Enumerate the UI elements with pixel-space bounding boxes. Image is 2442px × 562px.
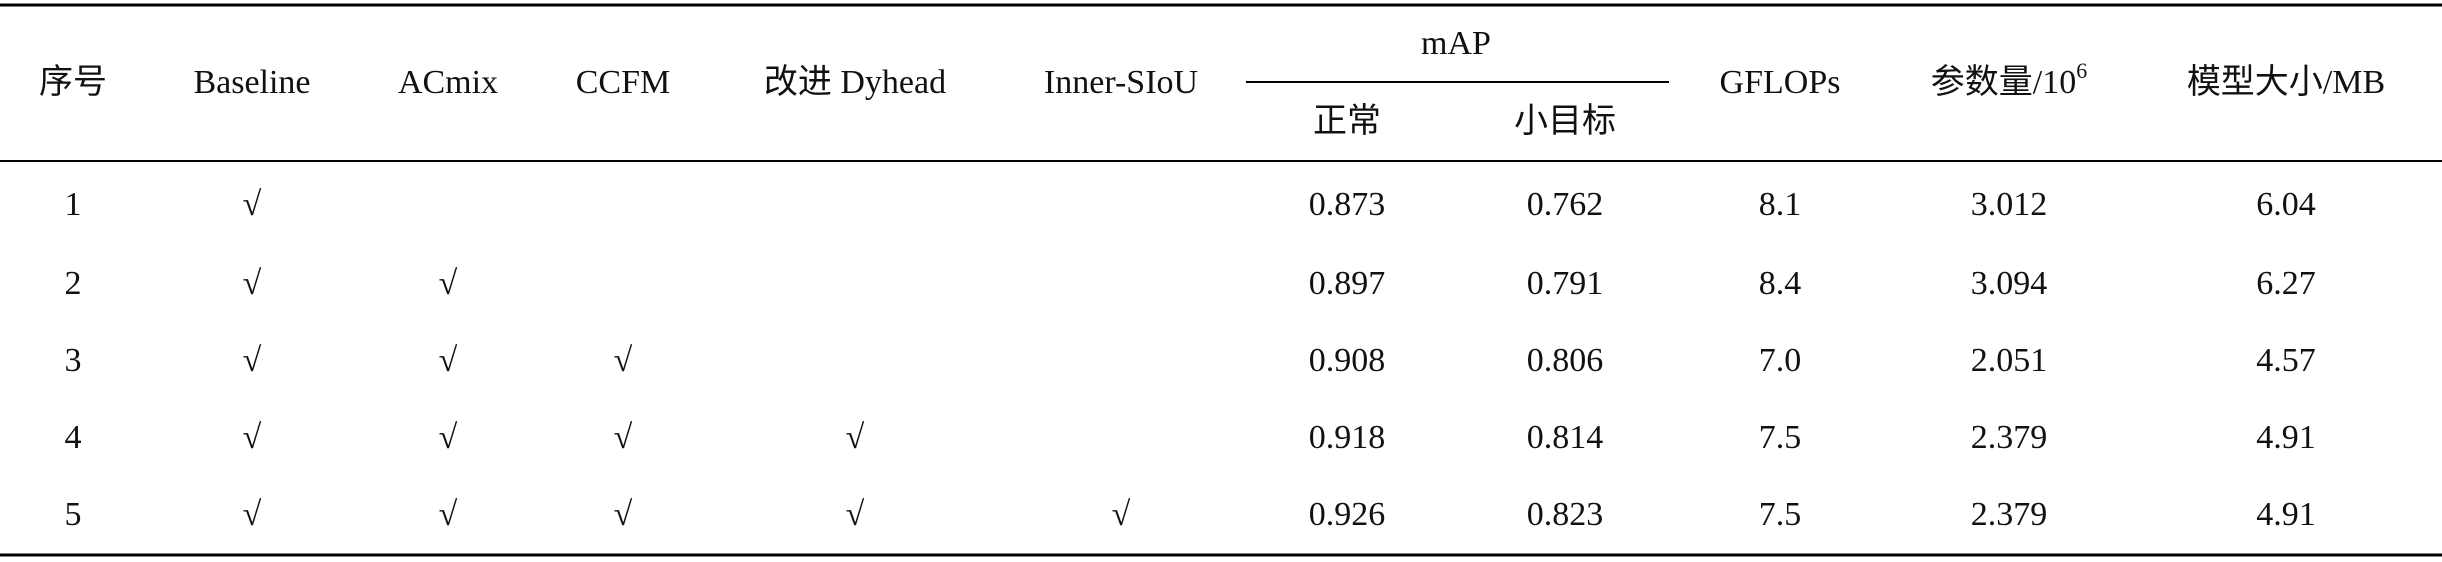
header-cell: ACmix: [398, 64, 498, 101]
cell: 4.57: [2256, 342, 2316, 379]
cell: 0.791: [1527, 265, 1604, 302]
header-cell: Baseline: [193, 64, 310, 101]
cell: 3.012: [1971, 186, 2048, 223]
cell: 7.0: [1759, 342, 1802, 379]
header-cell: 改进 Dyhead: [764, 63, 946, 101]
cell: 2: [65, 265, 82, 302]
cell: 7.5: [1759, 496, 1802, 533]
cell: 0.806: [1527, 342, 1604, 379]
cell: 5: [65, 496, 82, 533]
cell: 3: [65, 342, 82, 379]
cell: 8.4: [1759, 265, 1802, 302]
cell: 8.1: [1759, 186, 1802, 223]
cell: √: [439, 419, 458, 456]
cell: √: [243, 186, 262, 223]
header-cell: 序号: [39, 63, 107, 101]
cell: 0.814: [1527, 419, 1604, 456]
header-cell: 小目标: [1514, 102, 1616, 140]
cell: √: [439, 342, 458, 379]
cell: √: [1112, 496, 1131, 533]
header-cell: 模型大小/MB: [2187, 63, 2385, 101]
cell: √: [846, 496, 865, 533]
header-cell: 正常: [1313, 103, 1381, 140]
cell: 7.5: [1759, 419, 1802, 456]
cell: 4.91: [2256, 419, 2316, 456]
cell: √: [439, 265, 458, 302]
cell: 0.823: [1527, 496, 1604, 533]
cell: √: [846, 419, 865, 456]
header-cell: Inner-SIoU: [1044, 64, 1198, 101]
cell: √: [614, 419, 633, 456]
header-cell: 参数量/106: [1931, 58, 2087, 101]
cell: 1: [65, 186, 82, 223]
cell: 0.897: [1309, 265, 1386, 302]
cell: √: [614, 496, 633, 533]
superscript: 6: [2076, 58, 2087, 83]
cell: √: [243, 419, 262, 456]
cell: 0.762: [1527, 186, 1604, 223]
cell: √: [243, 265, 262, 302]
cell: 4.91: [2256, 496, 2316, 533]
cell: 0.908: [1309, 342, 1386, 379]
header-cell: mAP: [1421, 25, 1491, 62]
cell: 4: [65, 419, 82, 456]
cell: 2.051: [1971, 342, 2048, 379]
header-cell: CCFM: [576, 64, 671, 101]
cell: 2.379: [1971, 419, 2048, 456]
cell: 2.379: [1971, 496, 2048, 533]
cell: 6.04: [2256, 186, 2316, 223]
cell: √: [614, 342, 633, 379]
header-text: 参数量/10: [1931, 63, 2076, 101]
cell: √: [439, 496, 458, 533]
header-cell: GFLOPs: [1720, 64, 1841, 101]
cell: √: [243, 496, 262, 533]
cell: 6.27: [2256, 265, 2316, 302]
cell: 3.094: [1971, 265, 2048, 302]
cell: 0.926: [1309, 496, 1386, 533]
cell: 0.918: [1309, 419, 1386, 456]
cell: 0.873: [1309, 186, 1386, 223]
cell: √: [243, 342, 262, 379]
